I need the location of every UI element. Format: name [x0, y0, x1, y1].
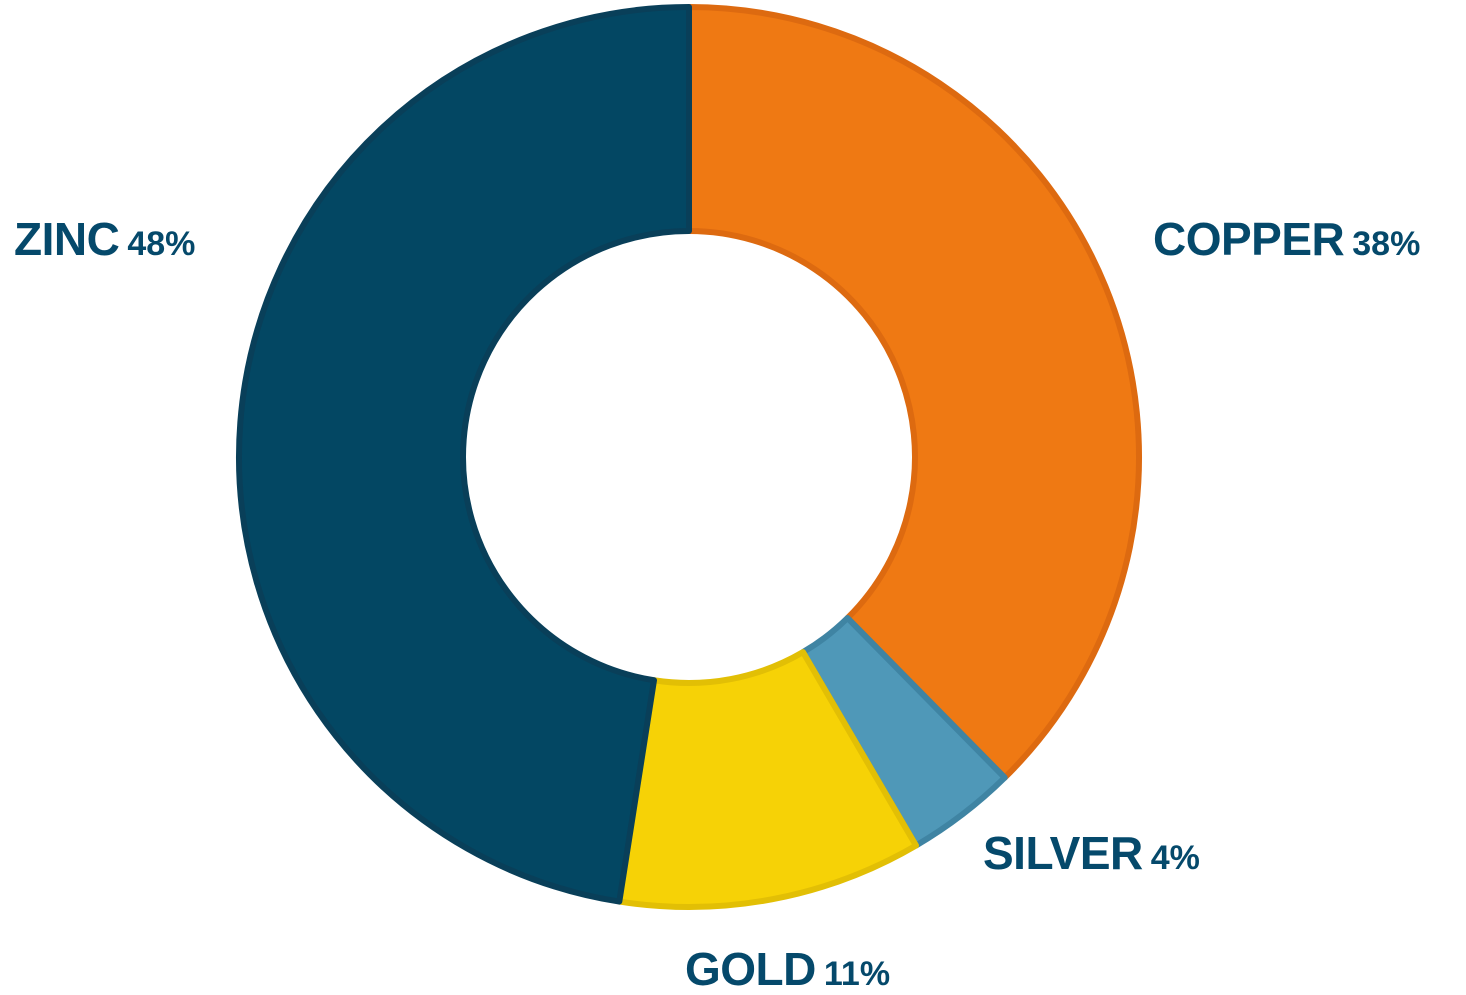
label-copper-name: COPPER: [1153, 213, 1345, 265]
label-gold-percent: 11%: [823, 955, 891, 993]
slice-zinc: [236, 4, 692, 905]
label-silver: SILVER 4%: [983, 830, 1200, 876]
slice-copper: [686, 4, 1142, 781]
label-gold: GOLD 11%: [685, 946, 890, 992]
label-copper-percent: 38%: [1352, 225, 1421, 263]
label-zinc: ZINC 48%: [14, 216, 195, 262]
label-silver-name: SILVER: [983, 827, 1143, 879]
label-zinc-name: ZINC: [14, 213, 120, 265]
slice-gold: [616, 649, 920, 910]
label-zinc-percent: 48%: [127, 225, 196, 263]
label-gold-name: GOLD: [685, 943, 816, 995]
donut-slices: [236, 4, 1142, 910]
label-copper: COPPER 38%: [1153, 216, 1420, 262]
label-silver-percent: 4%: [1150, 839, 1200, 877]
